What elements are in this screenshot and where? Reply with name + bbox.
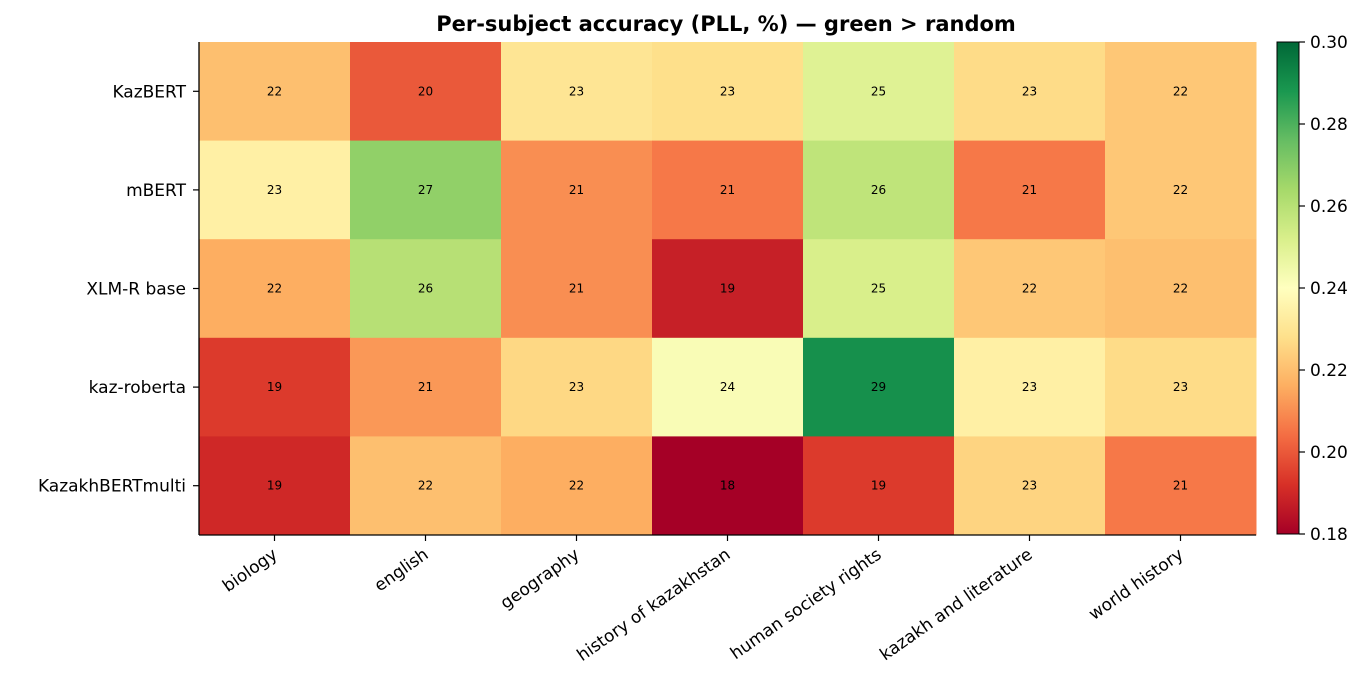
colorbar: 0.18 0.20 0.22 0.24 0.26 0.28 0.30 [1276,33,1348,545]
cell-value-label: 23 [720,84,735,98]
heatmap-cell [350,239,502,339]
heatmap-cell [501,140,653,240]
row-tick-labels: KazBERT mBERT XLM-R base kaz-roberta KazakhB… [38,82,187,496]
heatmap-cell [652,239,804,339]
cell-value-label: 22 [1173,183,1188,197]
heatmap-cell [954,239,1106,339]
cell-value-label: 21 [569,282,584,296]
colorbar-tick-label: 0.22 [1310,361,1348,381]
cell-value-label: 22 [267,282,282,296]
row-tick-label: KazakhBERTmulti [38,477,186,497]
heatmap-cell [350,436,502,536]
heatmap-cell [199,239,351,339]
column-tick-label: history of kazakhstan [574,545,735,666]
colorbar-tick-label: 0.24 [1310,279,1348,299]
cell-value-label: 23 [1173,380,1188,394]
cell-value-label: 19 [871,479,886,493]
heatmap-cell [501,436,653,536]
cell-value-label: 22 [1173,282,1188,296]
heatmap-cell [199,337,351,437]
heatmap-cell [501,42,653,142]
cell-value-label: 26 [871,183,886,197]
cell-value-label: 22 [1022,282,1037,296]
cell-value-label: 19 [720,282,735,296]
cell-value-label: 21 [720,183,735,197]
colorbar-tick-label: 0.20 [1310,443,1348,463]
row-tick-label: KazBERT [112,82,186,102]
heatmap-cell [954,42,1106,142]
heatmap-cells [199,42,1257,536]
heatmap-cell [199,436,351,536]
chart-title: Per-subject accuracy (PLL, %) — green > … [436,12,1016,36]
cell-value-label: 25 [871,84,886,98]
cell-value-label: 19 [267,380,282,394]
column-tick-label: geography [497,545,583,614]
heatmap-cell [350,337,502,437]
row-tick-label: kaz-roberta [89,378,186,398]
cell-value-label: 22 [418,479,433,493]
cell-value-label: 21 [1173,479,1188,493]
colorbar-tick-label: 0.28 [1310,115,1348,135]
column-tick-label: kazakh and literature [876,545,1036,665]
heatmap-cell [199,140,351,240]
heatmap-cell [1105,42,1257,142]
cell-value-label: 21 [418,380,433,394]
cell-value-label: 25 [871,282,886,296]
heatmap-cell [803,140,955,240]
cell-value-label: 24 [720,380,735,394]
heatmap-cell [350,42,502,142]
heatmap-cell [652,337,804,437]
column-tick-label: human society rights [727,545,886,664]
cell-value-label: 21 [1022,183,1037,197]
cell-value-label: 22 [569,479,584,493]
heatmap-cell [501,337,653,437]
cell-value-label: 29 [871,380,886,394]
colorbar-tick-label: 0.30 [1310,33,1348,53]
heatmap-cell [803,239,955,339]
cell-value-label: 23 [1022,380,1037,394]
colorbar-tick-label: 0.18 [1310,525,1348,545]
cell-value-label: 23 [1022,479,1037,493]
cell-value-label: 23 [569,380,584,394]
cell-value-label: 20 [418,84,433,98]
column-tick-label: english [371,545,433,596]
cell-value-label: 23 [569,84,584,98]
cell-value-label: 23 [1022,84,1037,98]
heatmap-cell [652,140,804,240]
heatmap-cell [199,42,351,142]
row-tick-label: XLM-R base [86,280,186,300]
heatmap-cell [1105,140,1257,240]
cell-value-label: 23 [267,183,282,197]
heatmap-cell [954,140,1106,240]
column-tick-label: world history [1085,545,1187,625]
heatmap-cell [652,436,804,536]
heatmap-cell [803,42,955,142]
heatmap-cell [803,436,955,536]
heatmap-cell [501,239,653,339]
row-tick-label: mBERT [126,181,187,201]
cell-value-label: 27 [418,183,433,197]
cell-value-label: 19 [267,479,282,493]
cell-value-label: 21 [569,183,584,197]
colorbar-tick-label: 0.26 [1310,197,1348,217]
heatmap-cell [652,42,804,142]
cell-value-label: 22 [1173,84,1188,98]
cell-value-label: 18 [720,479,735,493]
heatmap-axes [193,42,1256,541]
heatmap-cell [803,337,955,437]
colorbar-bar [1276,41,1300,535]
heatmap-cell-labels: 22 20 23 23 25 23 22 23 27 21 21 26 21 22 22 26 21 19 25 22… [267,84,1188,492]
heatmap-cell [350,140,502,240]
cell-value-label: 26 [418,282,433,296]
column-tick-label: biology [219,545,281,597]
cell-value-label: 22 [267,84,282,98]
heatmap-cell [1105,436,1257,536]
heatmap-cell [954,337,1106,437]
heatmap-cell [1105,337,1257,437]
heatmap-cell [1105,239,1257,339]
heatmap-cell [954,436,1106,536]
